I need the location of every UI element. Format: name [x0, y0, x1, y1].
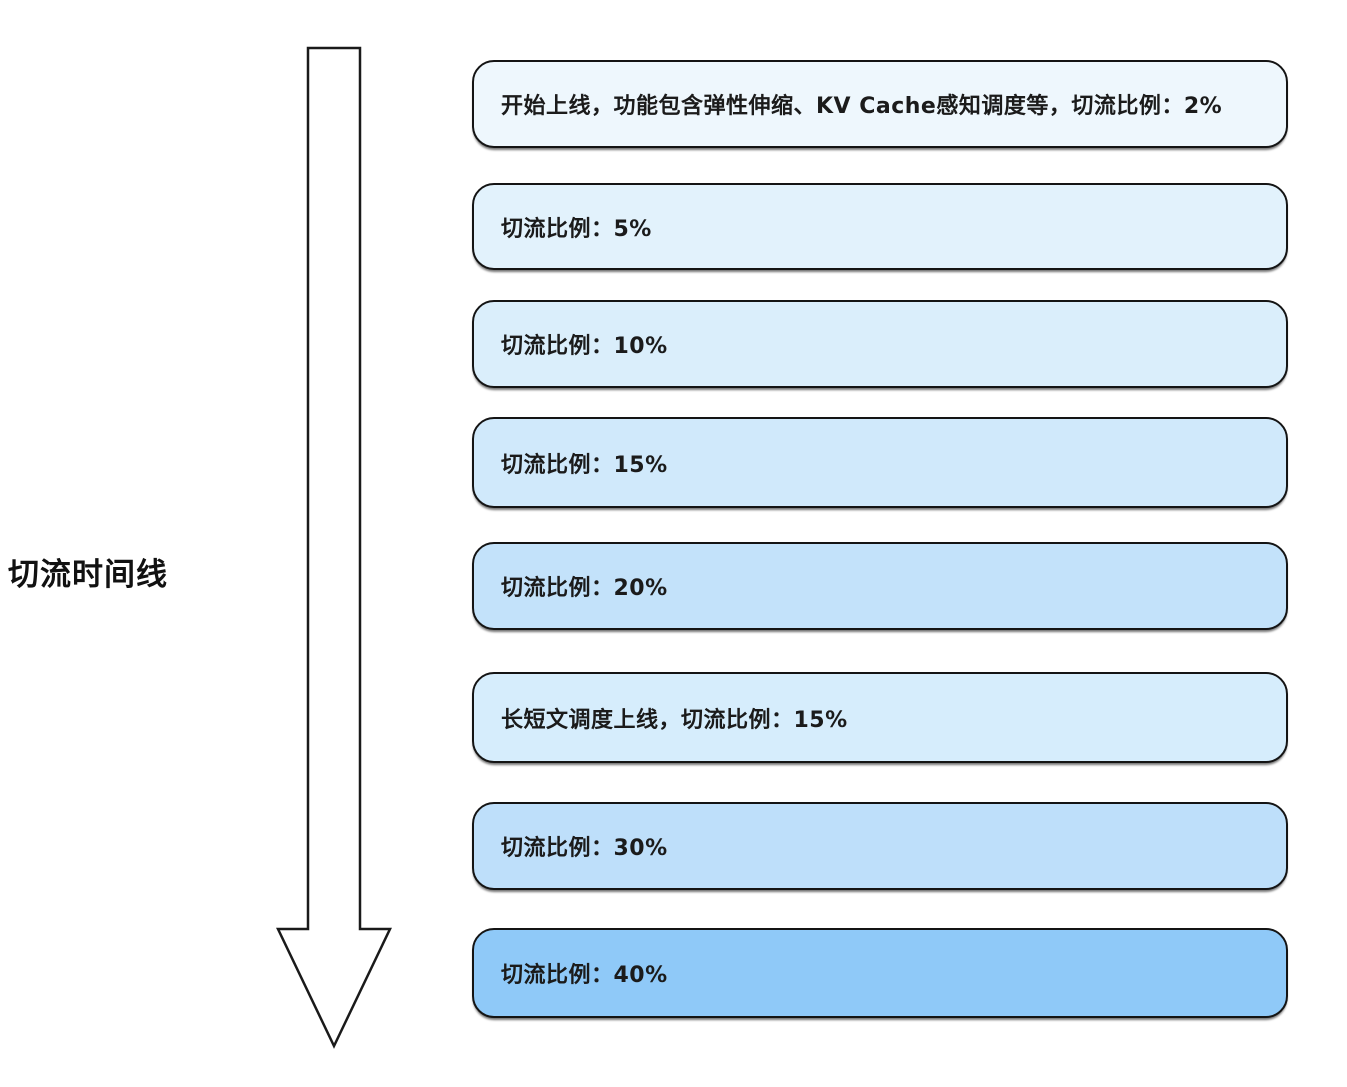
stage-box-6: 长短文调度上线，切流比例：15% — [472, 672, 1288, 763]
stage-box-1: 开始上线，功能包含弹性伸缩、KV Cache感知调度等，切流比例：2% — [472, 60, 1288, 148]
stage-text: 切流比例：30% — [501, 836, 668, 861]
stage-box-7: 切流比例：30% — [472, 802, 1288, 890]
stage-text: 长短文调度上线，切流比例：15% — [501, 707, 848, 733]
stage-text: 切流比例：5% — [501, 216, 652, 242]
stage-text: 开始上线，功能包含弹性伸缩、KV Cache感知调度等，切流比例：2% — [501, 94, 1223, 119]
stage-box-2: 切流比例：5% — [472, 183, 1288, 270]
stage-text: 切流比例：40% — [501, 963, 668, 988]
stage-box-3: 切流比例：10% — [472, 300, 1288, 388]
stage-box-5: 切流比例：20% — [472, 542, 1288, 630]
stage-text: 切流比例：10% — [501, 334, 668, 359]
stage-text: 切流比例：20% — [501, 576, 668, 601]
timeline-label: 切流时间线 — [8, 557, 168, 593]
stage-box-8: 切流比例：40% — [472, 928, 1288, 1018]
timeline-down-arrow-icon — [276, 46, 392, 1049]
stage-box-4: 切流比例：15% — [472, 417, 1288, 508]
stage-text: 切流比例：15% — [501, 452, 668, 478]
